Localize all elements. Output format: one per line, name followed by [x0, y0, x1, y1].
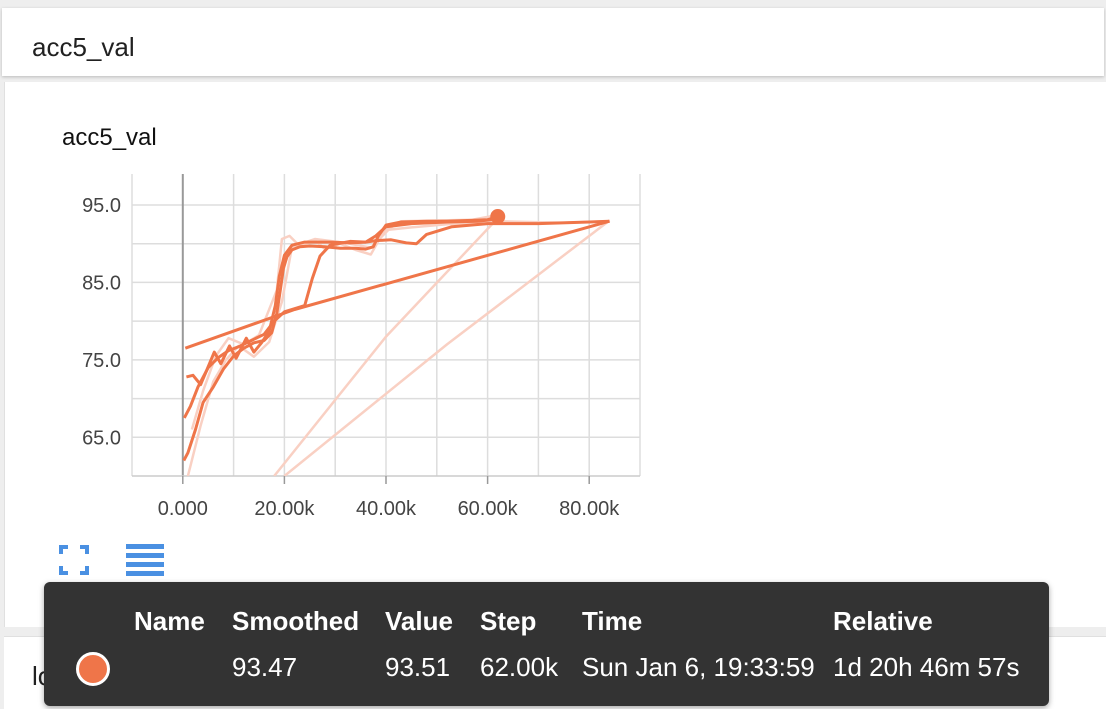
x-tick-label: 0.000	[158, 498, 208, 520]
y-tick-label: 85.0	[82, 272, 121, 294]
y-tick-label: 75.0	[82, 350, 121, 372]
series-line-raw	[283, 219, 611, 476]
tooltip-value-value: 93.51	[385, 652, 451, 682]
chart-title: acc5_val	[62, 124, 157, 151]
y-tick-label: 65.0	[82, 427, 121, 449]
fullscreen-icon[interactable]	[58, 544, 90, 576]
x-tick-label: 80.00k	[559, 498, 620, 520]
tooltip-smoothed-value: 93.47	[232, 652, 298, 682]
series-line-raw	[273, 217, 499, 476]
highlight-point	[490, 209, 506, 225]
tooltip-header-smoothed: Smoothed	[232, 606, 360, 636]
tooltip: Name Smoothed Value Step Time Relative 9…	[44, 582, 1049, 706]
tooltip-step-value: 62.00k	[480, 652, 559, 682]
panel-header-title: acc5_val	[32, 32, 135, 62]
tooltip-relative-value: 1d 20h 46m 57s	[833, 652, 1020, 682]
tooltip-header-step: Step	[480, 606, 537, 636]
tooltip-time-value: Sun Jan 6, 19:33:59	[582, 652, 815, 682]
tooltip-header-relative: Relative	[833, 606, 933, 636]
panel-header[interactable]: acc5_val	[2, 8, 1104, 76]
tooltip-header-time: Time	[582, 606, 643, 636]
series-group	[182, 213, 611, 476]
tooltip-header-name: Name	[134, 606, 205, 636]
tooltip-header-value: Value	[385, 606, 453, 636]
series-line-smoothed	[182, 217, 498, 419]
x-tick-label: 60.00k	[458, 498, 519, 520]
series-line-smoothed	[186, 219, 610, 387]
series-color-swatch	[76, 652, 110, 686]
y-tick-label: 95.0	[82, 195, 121, 217]
list-icon[interactable]	[126, 544, 164, 578]
x-tick-label: 40.00k	[356, 498, 417, 520]
chart-card	[4, 82, 1106, 627]
series-line-smoothed	[182, 215, 499, 462]
x-tick-label: 20.00k	[254, 498, 315, 520]
